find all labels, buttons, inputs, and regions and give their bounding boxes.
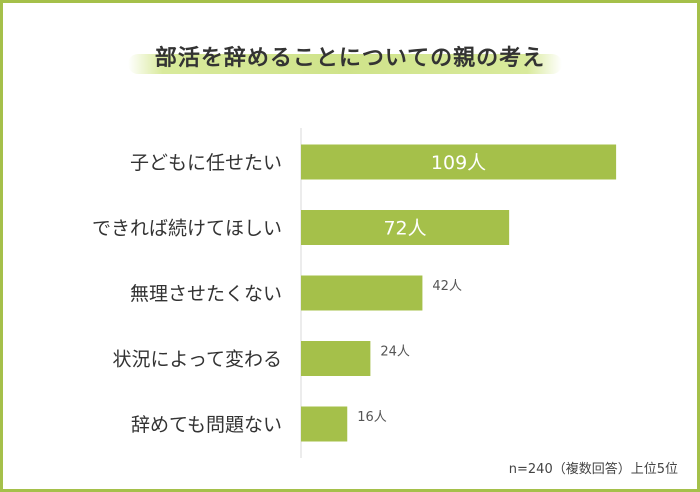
bar <box>301 144 617 180</box>
data-label: 24人 <box>380 345 410 360</box>
data-label: 109人 <box>431 152 486 174</box>
category-label: 子どもに任せたい <box>130 152 282 174</box>
category-label: できれば続けてほしい <box>92 218 282 240</box>
bar <box>301 406 348 442</box>
category-label: 辞めても問題ない <box>131 414 282 436</box>
bar <box>301 210 510 245</box>
category-label: 状況によって変わる <box>113 349 282 371</box>
data-label: 16人 <box>357 410 387 425</box>
title-area: 部活を辞めることについての親の考え <box>0 38 700 78</box>
data-label: 72人 <box>383 218 426 240</box>
bar <box>301 275 423 311</box>
data-label: 42人 <box>432 279 462 294</box>
bar <box>301 341 371 376</box>
category-label: 無理させたくない <box>130 283 282 305</box>
chart-title: 部活を辞めることについての親の考え <box>154 46 546 71</box>
title-highlight-band <box>128 54 562 74</box>
footnote: n=240（複数回答）上位5位 <box>508 462 678 477</box>
